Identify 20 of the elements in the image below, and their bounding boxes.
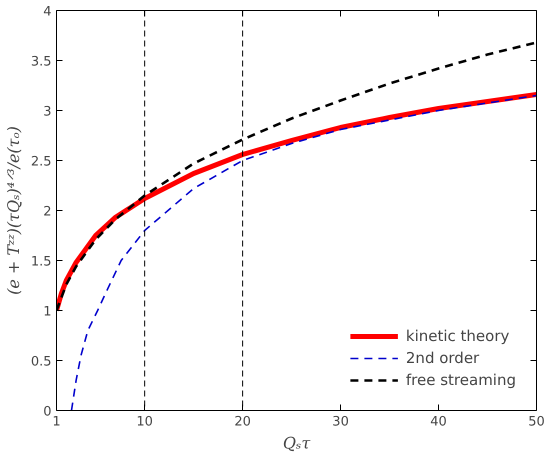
legend-label: kinetic theory [406, 327, 510, 345]
x-tick-label: 40 [430, 414, 447, 430]
line-series [70, 94, 536, 410]
y-tick-label: 3.5 [30, 54, 52, 70]
y-axis-title: (e + Tᶻᶻ)(τQₛ)⁴ᐟ³/e(τₒ) [4, 126, 23, 295]
legend-label: 2nd order [406, 349, 480, 367]
y-tick-label: 1 [43, 304, 52, 320]
x-tick-label: 10 [136, 414, 153, 430]
x-tick-label: 30 [332, 414, 349, 430]
y-tick-label: 4 [43, 4, 52, 20]
y-tick-label: 0.5 [30, 354, 52, 370]
y-tick-label: 2.5 [30, 154, 52, 170]
y-tick-label: 3 [43, 104, 52, 120]
y-tick-label: 0 [43, 404, 52, 420]
x-tick-label: 20 [234, 414, 251, 430]
y-tick-label: 2 [43, 204, 52, 220]
x-tick-label: 50 [528, 414, 545, 430]
y-tick-label: 1.5 [30, 254, 52, 270]
x-axis-title: Qₛτ [282, 434, 312, 452]
legend-label: free streaming [406, 371, 516, 389]
